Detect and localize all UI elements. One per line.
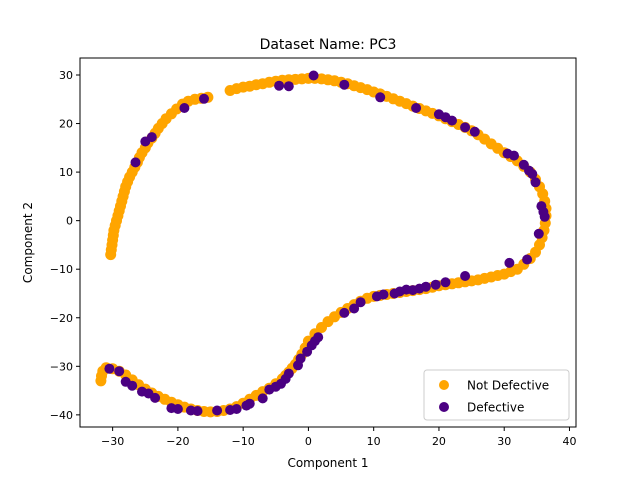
x-tick-label: 0 [305,435,312,448]
x-tick-label: −20 [166,435,189,448]
point-defective [308,70,319,81]
point-defective [440,277,451,288]
point-defective [264,384,275,395]
point-defective [257,393,268,404]
point-defective [349,303,360,314]
point-defective [339,307,350,318]
point-defective [274,80,285,91]
y-tick-label: 10 [59,166,73,179]
y-tick-label: −10 [50,263,73,276]
point-defective [430,279,441,290]
point-defective [530,177,541,188]
x-tick-label: 10 [367,435,381,448]
point-defective [371,291,382,302]
x-tick-label: 40 [562,435,576,448]
point-defective [146,132,157,143]
point-defective [179,103,190,113]
legend-box [423,369,570,421]
y-tick-label: −40 [50,409,73,422]
legend-label-defective: Defective [467,401,524,415]
series-defective [104,70,550,416]
point-defective [539,211,550,222]
point-defective [137,386,147,397]
point-defective [120,376,131,387]
point-defective [533,228,544,239]
point-defective [241,400,252,411]
y-axis-ticks: −40 −30 −20 −10 0 10 20 30 [50,69,80,422]
point-defective [447,115,457,126]
point-defective [293,360,303,371]
legend-marker-defective [439,402,449,412]
point-defective [225,405,236,415]
point-defective [522,254,533,265]
y-tick-label: 0 [66,215,73,228]
point-defective [185,405,196,416]
plot-frame [79,57,577,428]
chart-title: Dataset Name: PC3 [260,37,397,53]
point-defective [355,297,366,308]
point-defective [166,403,177,414]
point-defective [283,81,294,92]
y-axis-label: Component 2 [21,202,35,283]
point-defective [411,103,422,113]
point-defective [375,92,386,103]
x-axis-label: Component 1 [287,456,368,470]
point-defective [509,150,519,161]
legend-marker-not-defective [439,380,449,390]
point-defective [504,257,515,268]
point-defective [114,366,125,377]
point-defective [527,169,538,179]
point-defective [212,405,223,416]
point-defective [302,346,313,357]
point-defective [199,93,209,104]
point-defective [469,126,480,137]
point-defective [104,363,115,374]
point-defective [130,157,141,168]
y-tick-label: −20 [50,312,73,325]
x-tick-label: −30 [101,435,124,448]
y-tick-label: 30 [59,69,73,82]
x-tick-label: 30 [497,435,511,448]
x-tick-label: −10 [232,435,255,448]
y-tick-label: 20 [59,118,73,131]
data-points [95,70,552,418]
x-axis-ticks: −30 −20 −10 0 10 20 30 40 [101,427,576,448]
point-defective [460,271,471,281]
y-tick-label: −30 [50,360,73,373]
point-not-defective [95,375,107,387]
point-defective [389,288,400,299]
legend: Not Defective Defective [423,369,570,421]
x-tick-label: 20 [432,435,446,448]
point-defective [339,79,350,90]
legend-label-not-defective: Not Defective [467,379,549,393]
point-defective [460,122,471,133]
